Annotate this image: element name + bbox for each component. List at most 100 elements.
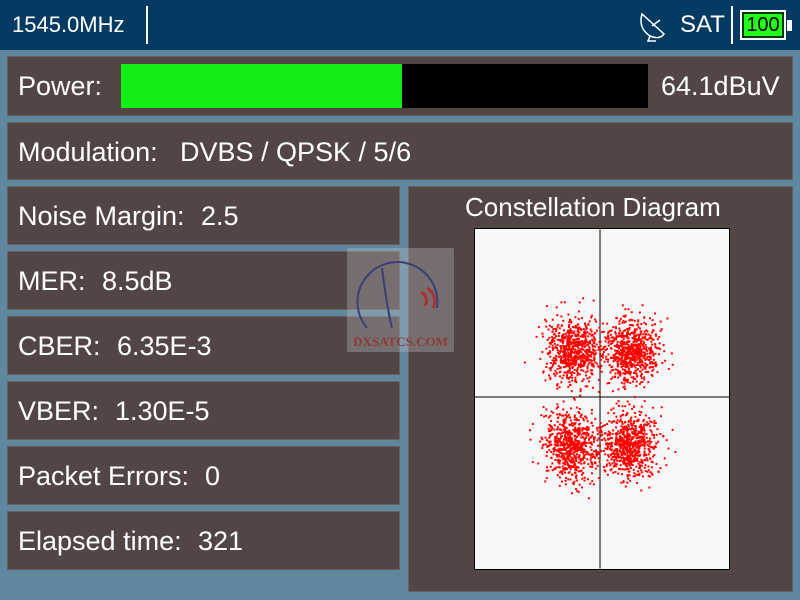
constellation-point [628,340,631,343]
constellation-point [599,348,602,351]
constellation-point [594,318,597,321]
constellation-point [640,489,643,492]
constellation-point [569,447,572,450]
constellation-point [617,349,620,352]
constellation-point [635,355,638,358]
constellation-point [563,471,566,474]
constellation-point [553,336,556,339]
constellation-point [620,336,623,339]
constellation-point [570,390,573,393]
constellation-point [645,349,648,352]
constellation-point [614,368,617,371]
constellation-point [543,415,546,418]
constellation-point [631,324,634,327]
power-value: 64.1dBuV [661,71,780,101]
constellation-point [592,365,595,368]
constellation-point [611,455,614,458]
constellation-point [563,438,566,441]
constellation-point [578,331,581,334]
constellation-point [549,351,552,354]
constellation-point [624,366,627,369]
constellation-point [634,372,637,374]
constellation-point [634,378,637,381]
constellation-point [627,437,630,440]
constellation-point [649,420,652,423]
constellation-point [549,465,552,468]
constellation-point [574,362,577,365]
constellation-point [560,435,563,438]
constellation-point [582,335,585,338]
constellation-point [589,340,591,343]
constellation-point [560,347,563,350]
metric-value: 8.5dB [102,266,173,296]
constellation-point [624,356,627,359]
constellation-point [653,425,656,428]
constellation-point [583,456,586,459]
constellation-point [603,360,606,363]
constellation-point [585,340,588,343]
constellation-point [640,338,643,341]
constellation-point [575,488,577,491]
constellation-point [612,407,615,410]
constellation-point [569,356,572,359]
constellation-point [648,445,651,448]
constellation-point [558,350,561,353]
constellation-point [575,465,578,468]
constellation-point [626,448,629,451]
constellation-point [587,426,590,429]
constellation-point [553,468,556,471]
constellation-point [621,432,624,435]
constellation-point [644,441,647,444]
constellation-point [563,351,565,354]
constellation-point [613,412,616,415]
constellation-point [554,458,557,461]
constellation-point [639,333,642,336]
constellation-point [626,343,629,346]
constellation-point [638,354,641,357]
constellation-point [567,458,570,461]
constellation-point [595,343,598,346]
constellation-point [649,352,652,355]
constellation-point [645,363,648,366]
constellation-point [617,472,620,475]
constellation-point [583,437,586,440]
constellation-point [626,465,629,468]
constellation-point [552,328,555,331]
constellation-point [624,373,627,375]
constellation-point [570,371,573,374]
constellation-point [593,358,596,361]
constellation-point [566,370,569,373]
constellation-point [645,433,648,436]
constellation-point [553,446,556,449]
constellation-point [562,360,565,363]
constellation-point [566,374,569,377]
constellation-point [556,459,559,462]
constellation-point [649,349,652,352]
constellation-point [636,333,639,336]
constellation-point [615,433,618,436]
constellation-point [643,443,646,446]
constellation-point [627,349,630,352]
constellation-point [626,451,629,454]
constellation-point [563,443,566,446]
constellation-point [640,322,643,325]
constellation-point [576,367,579,370]
constellation-point [629,441,632,444]
constellation-point [554,436,557,439]
constellation-point [601,438,604,441]
constellation-point [609,342,612,345]
constellation-point [592,440,595,443]
constellation-point [572,445,575,448]
constellation-point [589,436,592,438]
constellation-point [639,342,642,345]
constellation-point [577,411,580,413]
constellation-point [628,357,631,360]
constellation-point [620,357,623,360]
constellation-point [551,427,554,430]
constellation-point [579,388,582,391]
constellation-point [544,379,547,382]
constellation-point [647,448,650,450]
constellation-point [638,454,641,457]
constellation-point [565,476,568,479]
constellation-point [653,323,656,326]
